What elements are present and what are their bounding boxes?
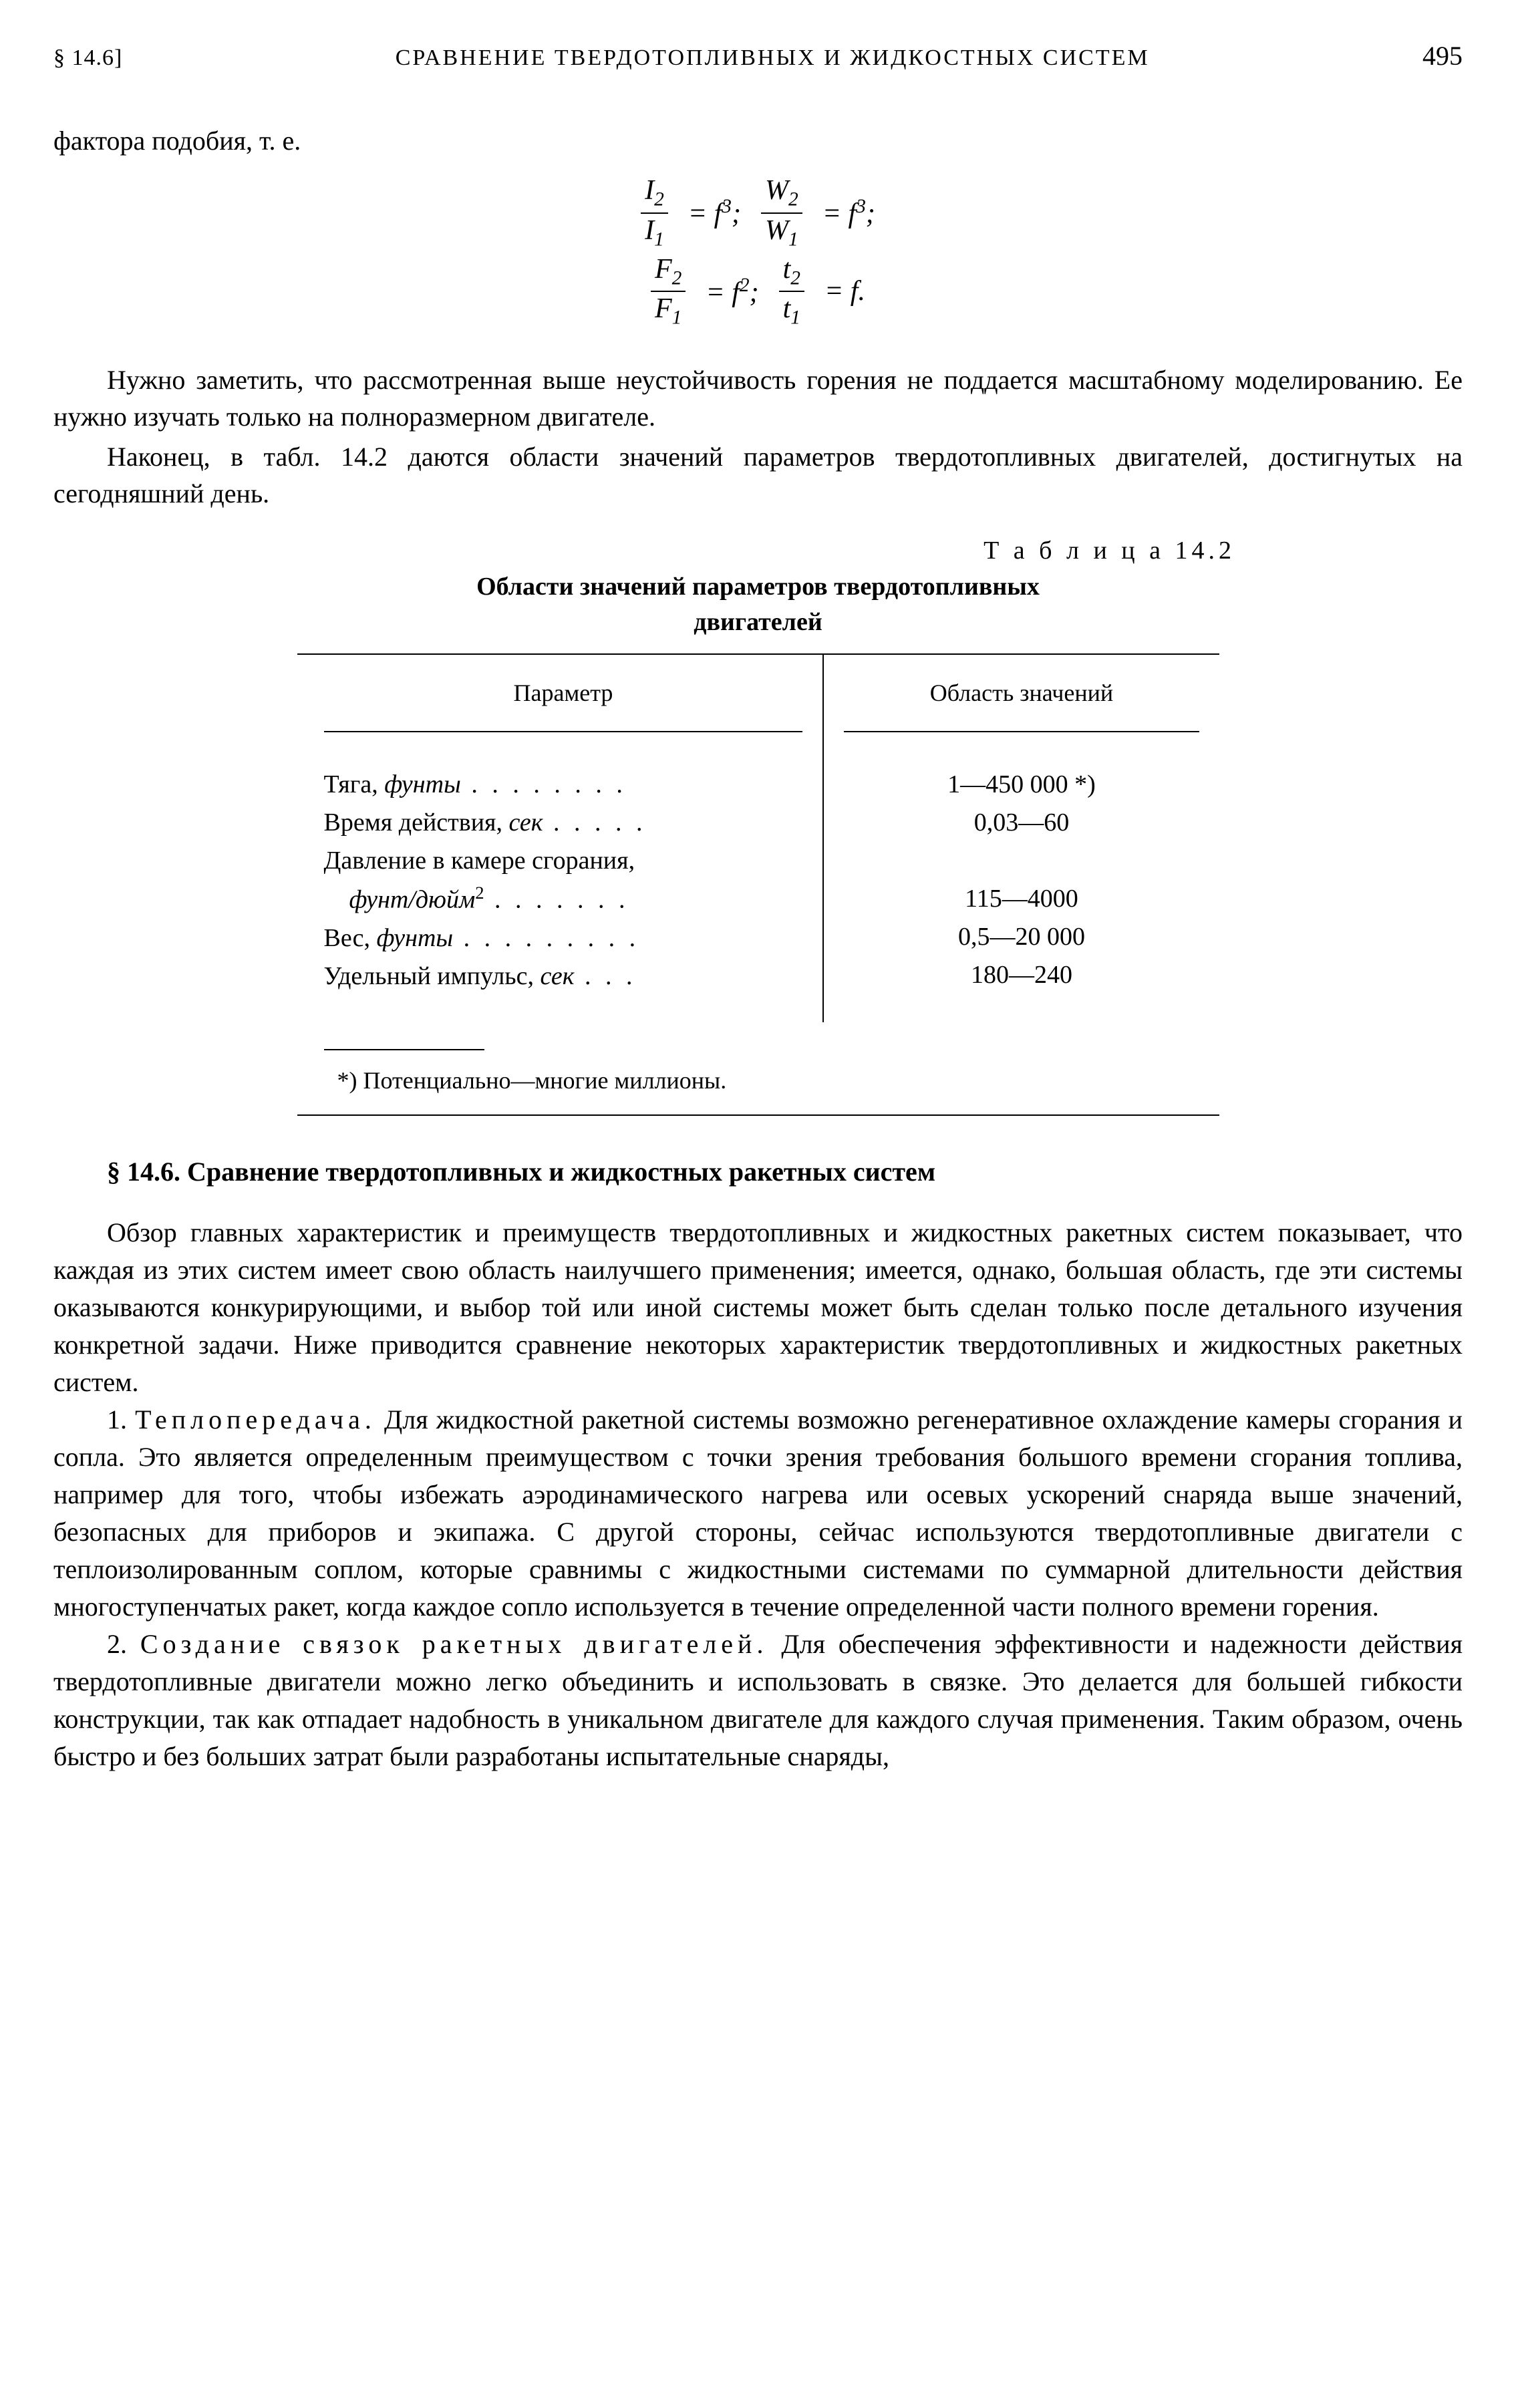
equation-block: I2 I1 = f3; W2 W1 = f3; F2 F1 = f2; t2 t… — [53, 176, 1463, 328]
table-row: 0,5—20 000 — [844, 918, 1199, 956]
equation-row-1: I2 I1 = f3; W2 W1 = f3; — [53, 176, 1463, 250]
table-col2-header: Область значений — [844, 655, 1199, 731]
table-row: Тяга, фунты . . . . . . . . — [324, 766, 803, 804]
header-running-title: СРАВНЕНИЕ ТВЕРДОТОПЛИВНЫХ И ЖИДКОСТНЫХ С… — [396, 45, 1150, 71]
table-footnote: *) Потенциально—многие миллионы. — [297, 1050, 1219, 1114]
table-row — [844, 842, 1199, 880]
body-paragraph-2: 1. Теплопередача. Для жидкостной ракетно… — [53, 1401, 1463, 1626]
table-row: Давление в камере сгорания, — [324, 842, 803, 880]
fraction: F2 F1 — [651, 255, 686, 329]
header-page-number: 495 — [1422, 40, 1463, 71]
paragraph-1: Нужно заметить, что рассмотренная выше н… — [53, 361, 1463, 435]
eq-rhs: = f. — [824, 275, 865, 308]
table-col1-body: Тяга, фунты . . . . . . . .Время действи… — [324, 731, 803, 1022]
fraction: t2 t1 — [779, 255, 804, 329]
table-row: Вес, фунты . . . . . . . . . — [324, 919, 803, 957]
table-row: 1—450 000 *) — [844, 766, 1199, 804]
table-row: фунт/дюйм2 . . . . . . . — [324, 880, 803, 919]
body-paragraph-1: Обзор главных характеристик и преимущест… — [53, 1214, 1463, 1401]
eq-rhs: = f2; — [706, 274, 758, 309]
header-section-ref: § 14.6] — [53, 45, 122, 71]
page-header: § 14.6] СРАВНЕНИЕ ТВЕРДОТОПЛИВНЫХ И ЖИДК… — [53, 40, 1463, 71]
body-paragraph-3: 2. Создание связок ракетных двигателей. … — [53, 1626, 1463, 1775]
table-col1-header: Параметр — [324, 655, 803, 731]
section-heading: § 14.6. Сравнение твердотопливных и жидк… — [53, 1156, 1463, 1187]
table-row: Время действия, сек . . . . . — [324, 804, 803, 842]
parameter-table: Параметр Тяга, фунты . . . . . . . .Врем… — [297, 653, 1219, 1116]
table-title: Области значений параметров твердотоплив… — [53, 569, 1463, 640]
intro-line: фактора подобия, т. е. — [53, 125, 1463, 156]
table-row: 115—4000 — [844, 880, 1199, 918]
eq-rhs: = f3; — [688, 195, 741, 231]
equation-row-2: F2 F1 = f2; t2 t1 = f. — [53, 255, 1463, 329]
fraction: W2 W1 — [761, 176, 802, 250]
table-row: Удельный импульс, сек . . . — [324, 957, 803, 996]
table-row: 180—240 — [844, 956, 1199, 994]
eq-rhs: = f3; — [822, 195, 875, 231]
table-col2-body: 1—450 000 *)0,03—60 115—40000,5—20 00018… — [844, 731, 1199, 1021]
paragraph-2: Наконец, в табл. 14.2 даются области зна… — [53, 438, 1463, 512]
table-row: 0,03—60 — [844, 804, 1199, 842]
table-caption: Т а б л и ц а 14.2 — [53, 536, 1463, 565]
fraction: I2 I1 — [641, 176, 668, 250]
